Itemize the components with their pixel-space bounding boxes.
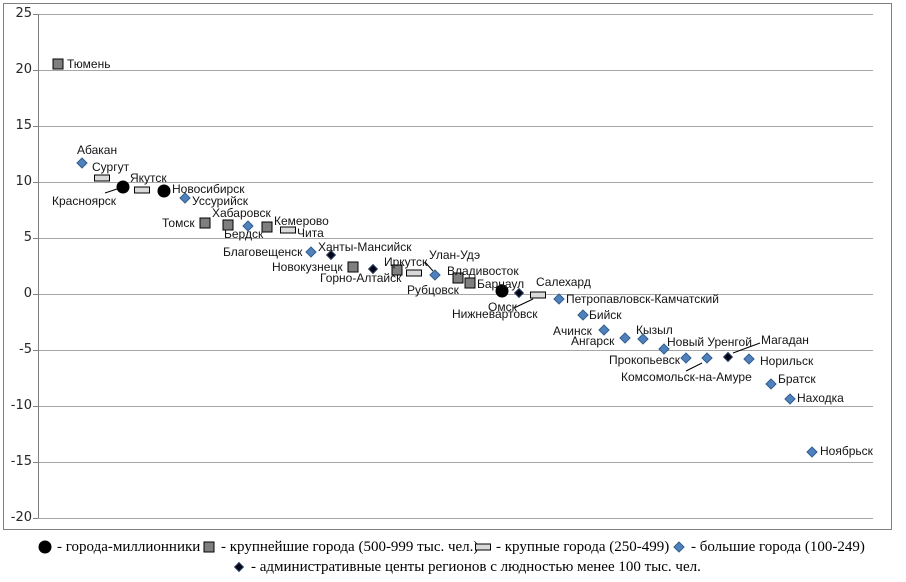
marker-large bbox=[530, 291, 546, 299]
city-label-Комсомольск-на-Амуре: Комсомольск-на-Амуре bbox=[621, 370, 752, 384]
y-axis-tick-label: 0 bbox=[23, 286, 32, 301]
legend-label-largest: - крупнейшие города (500-999 тыс. чел.) bbox=[221, 539, 479, 555]
legend-marker-large bbox=[475, 543, 491, 551]
city-label-Ачинск: Ачинск bbox=[553, 324, 592, 338]
city-label-Горно-Алтайск: Горно-Алтайск bbox=[320, 271, 402, 285]
legend-label-admin: - административные центы регионов с людн… bbox=[251, 559, 701, 575]
city-label-Тюмень: Тюмень bbox=[67, 57, 111, 71]
y-axis-tick-label: -5 bbox=[19, 342, 32, 357]
city-label-Бердск: Бердск bbox=[224, 227, 264, 241]
gridline-y-15 bbox=[38, 462, 873, 463]
marker-large bbox=[134, 186, 150, 194]
gridline-y5 bbox=[38, 238, 873, 239]
city-label-Бийск: Бийск bbox=[589, 308, 622, 322]
y-axis-tick bbox=[33, 238, 38, 239]
y-axis-tick bbox=[33, 350, 38, 351]
gridline-y-5 bbox=[38, 350, 873, 351]
city-label-Норильск: Норильск bbox=[760, 354, 814, 368]
y-axis-tick-label: 20 bbox=[15, 62, 32, 77]
gridline-y15 bbox=[38, 126, 873, 127]
y-axis-line bbox=[38, 14, 39, 518]
y-axis-tick-label: 25 bbox=[15, 6, 32, 21]
legend-label-million: - города-миллионники bbox=[57, 539, 201, 555]
city-label-Ноябрьск: Ноябрьск bbox=[820, 444, 873, 458]
legend-label-big: - большие города (100-249) bbox=[691, 539, 865, 555]
marker-million bbox=[116, 180, 130, 194]
marker-largest bbox=[199, 217, 211, 229]
city-label-Прокопьевск: Прокопьевск bbox=[609, 353, 680, 367]
marker-million bbox=[157, 184, 171, 198]
y-axis-tick-label: 10 bbox=[15, 174, 32, 189]
city-label-Братск: Братск bbox=[778, 372, 816, 386]
city-label-Ханты-Мансийск: Ханты-Мансийск bbox=[318, 240, 412, 254]
gridline-y0 bbox=[38, 294, 873, 295]
city-label-Рубцовск: Рубцовск bbox=[407, 283, 459, 297]
y-axis-tick bbox=[33, 182, 38, 183]
legend-marker-admin bbox=[234, 562, 244, 572]
marker-large bbox=[280, 226, 296, 234]
city-label-Новосибирск: Новосибирск bbox=[172, 182, 245, 196]
city-label-Благовещенск: Благовещенск bbox=[223, 245, 303, 259]
y-axis-tick bbox=[33, 406, 38, 407]
gridline-y20 bbox=[38, 70, 873, 71]
y-axis-tick bbox=[33, 70, 38, 71]
city-label-Нижневартовск: Нижневартовск bbox=[452, 307, 538, 321]
y-axis-tick-label: 5 bbox=[23, 230, 32, 245]
city-label-Абакан: Абакан bbox=[77, 143, 118, 157]
marker-largest bbox=[261, 221, 273, 233]
marker-large bbox=[94, 174, 110, 182]
gridline-y25 bbox=[38, 14, 873, 15]
city-label-Петропавловск-Камчатский: Петропавловск-Камчатский bbox=[566, 292, 719, 306]
city-label-Кемерово: Кемерово bbox=[274, 214, 329, 228]
city-label-Красноярск: Красноярск bbox=[52, 194, 117, 208]
city-label-Ангарск: Ангарск bbox=[571, 334, 615, 348]
city-label-Омск: Омск bbox=[488, 300, 517, 314]
city-label-Томск: Томск bbox=[162, 216, 195, 230]
marker-largest bbox=[452, 272, 464, 284]
city-label-Салехард: Салехард bbox=[536, 275, 591, 289]
legend-marker-million bbox=[38, 540, 52, 554]
city-label-Новокузнецк: Новокузнецк bbox=[272, 260, 343, 274]
y-axis-tick-label: -10 bbox=[10, 398, 32, 413]
y-axis-tick bbox=[33, 294, 38, 295]
y-axis-tick-label: -15 bbox=[10, 454, 32, 469]
city-label-Магадан: Магадан bbox=[761, 333, 809, 347]
city-label-Якутск: Якутск bbox=[130, 171, 167, 185]
city-label-Уссурийск: Уссурийск bbox=[192, 194, 249, 208]
city-label-Владивосток: Владивосток bbox=[447, 264, 519, 278]
y-axis-tick-label: -20 bbox=[10, 510, 32, 525]
city-label-Иркутск: Иркутск bbox=[384, 255, 428, 269]
city-label-Барнаул: Барнаул bbox=[477, 277, 525, 291]
city-label-Находка: Находка bbox=[797, 391, 844, 405]
city-label-Новый Уренгой: Новый Уренгой bbox=[667, 335, 752, 349]
marker-largest bbox=[464, 277, 476, 289]
y-axis-tick bbox=[33, 126, 38, 127]
y-axis-tick bbox=[33, 518, 38, 519]
y-axis-tick-label: 15 bbox=[15, 118, 32, 133]
gridline-y-20 bbox=[38, 518, 873, 519]
y-axis-tick bbox=[33, 462, 38, 463]
marker-large bbox=[406, 269, 422, 277]
legend-marker-largest bbox=[203, 541, 215, 553]
y-axis-tick bbox=[33, 14, 38, 15]
city-label-Хабаровск: Хабаровск bbox=[212, 206, 271, 220]
marker-largest bbox=[222, 219, 234, 231]
city-label-Сургут: Сургут bbox=[92, 160, 130, 174]
gridline-y10 bbox=[38, 182, 873, 183]
chart-border bbox=[3, 3, 892, 530]
gridline-y-10 bbox=[38, 406, 873, 407]
marker-largest bbox=[347, 261, 359, 273]
marker-largest bbox=[391, 264, 403, 276]
legend-marker-big bbox=[673, 541, 685, 553]
city-label-Улан-Удэ: Улан-Удэ bbox=[429, 248, 481, 262]
marker-million bbox=[495, 284, 509, 298]
city-label-Кызыл: Кызыл bbox=[636, 323, 673, 337]
legend-label-large: - крупные города (250-499) bbox=[496, 539, 670, 555]
city-label-Чита: Чита bbox=[297, 226, 324, 240]
marker-largest bbox=[52, 58, 64, 70]
